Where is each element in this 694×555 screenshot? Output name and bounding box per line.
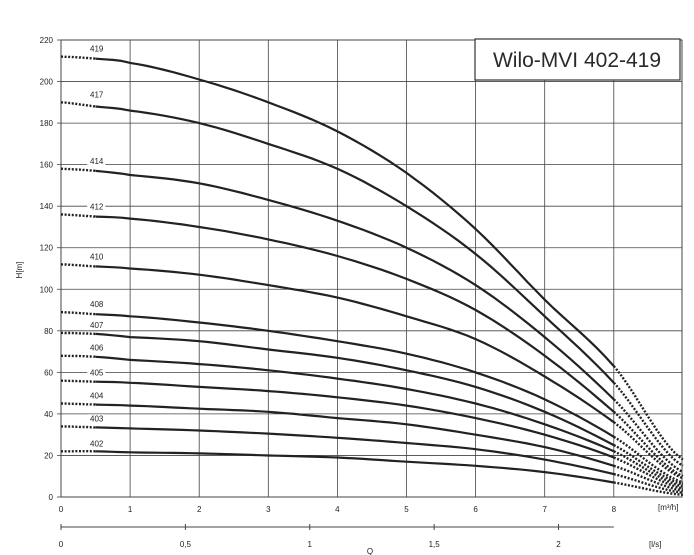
y-tick-label: 20: [44, 451, 53, 460]
series-419-dotted-end: [612, 365, 684, 461]
chart-title: Wilo-MVI 402-419: [493, 49, 661, 72]
series-404-dotted-start: [61, 402, 96, 406]
series-414-dotted-end: [612, 398, 684, 474]
series-417-line: [95, 105, 615, 384]
y-tick-label: 180: [40, 119, 54, 128]
x-tick-label: 0: [59, 505, 64, 514]
label-layer: 0 1 2 3 4 5 6 7 80204060801001201401601802002200…: [40, 36, 617, 549]
series-label-bg: [87, 391, 106, 401]
y-axis-label: H[m]: [15, 262, 24, 279]
x-tick-label: 4: [335, 505, 340, 514]
series-414-line: [95, 169, 615, 401]
x2-tick-label: 2: [556, 540, 561, 549]
series-408-dotted-start: [61, 310, 96, 316]
series-404-line: [95, 403, 615, 467]
series-412-dotted-start: [61, 213, 96, 218]
series-label-406: 406: [90, 344, 104, 353]
y-tick-label: 120: [40, 244, 54, 253]
series-406-line: [95, 355, 615, 453]
y-tick-label: 40: [44, 410, 53, 419]
x2-tick-label: 1: [308, 540, 313, 549]
y-tick-label: 220: [40, 36, 54, 45]
x2-tick-label: 1,5: [429, 540, 441, 549]
series-label-407: 407: [90, 321, 104, 330]
series-406-dotted-end: [613, 450, 684, 488]
series-label-bg: [87, 368, 106, 378]
series-407-dotted-end: [613, 444, 684, 486]
series-402-dotted-end: [613, 481, 683, 497]
x-tick-label: 8: [612, 505, 617, 514]
series-label-408: 408: [90, 300, 104, 309]
x2-tick-label: 0: [59, 540, 64, 549]
x-axis-unit-label: [m³/h]: [658, 503, 678, 512]
series-412-line: [95, 215, 615, 413]
series-label-bg: [87, 44, 106, 54]
series-410-line: [95, 265, 615, 424]
series-label-bg: [87, 439, 106, 449]
y-tick-label: 0: [49, 493, 54, 502]
series-402-line: [95, 450, 614, 484]
series-label-404: 404: [90, 392, 104, 401]
series-404-dotted-end: [613, 464, 684, 492]
series-407-line: [95, 332, 615, 447]
y-tick-label: 140: [40, 202, 54, 211]
x-tick-label: 5: [404, 505, 409, 514]
series-405-line: [95, 380, 615, 459]
series-417-dotted-end: [612, 381, 684, 467]
series-408-dotted-end: [613, 435, 684, 484]
series-419-dotted-start: [61, 55, 96, 60]
y-tick-label: 80: [44, 327, 53, 336]
plot-frame: [60, 39, 683, 498]
x2-axis-unit-label: [l/s]: [649, 540, 661, 549]
series-label-412: 412: [90, 202, 104, 211]
series-label-414: 414: [90, 157, 104, 166]
series-405-dotted-end: [613, 456, 684, 490]
series-label-417: 417: [90, 90, 104, 99]
series-label-bg: [87, 156, 106, 166]
series-label-bg: [87, 320, 106, 330]
y-tick-label: 160: [40, 161, 54, 170]
series-label-bg: [87, 414, 106, 424]
series-414-dotted-start: [61, 167, 96, 173]
series-label-402: 402: [90, 439, 104, 448]
series-label-405: 405: [90, 369, 104, 378]
x-tick-label: 3: [266, 505, 271, 514]
curve-layer: [60, 55, 684, 497]
series-label-bg: [87, 90, 106, 100]
x-tick-label: 1: [128, 505, 133, 514]
series-403-dotted-start: [61, 425, 96, 429]
y-tick-label: 60: [44, 368, 53, 377]
series-label-419: 419: [90, 45, 104, 54]
series-label-bg: [87, 252, 106, 262]
series-label-bg: [87, 202, 106, 212]
series-412-dotted-end: [613, 410, 684, 478]
x-tick-label: 6: [473, 505, 478, 514]
series-label-bg: [87, 300, 106, 310]
y-tick-label: 100: [40, 285, 54, 294]
series-419-line: [95, 57, 615, 367]
x2-tick-label: 0,5: [180, 540, 192, 549]
x2-axis-title: Q: [367, 547, 373, 555]
series-label-403: 403: [90, 414, 104, 423]
x-tick-label: 2: [197, 505, 202, 514]
series-403-line: [95, 426, 615, 476]
series-406-dotted-start: [60, 354, 96, 358]
series-410-dotted-end: [613, 421, 684, 480]
x-tick-label: 7: [542, 505, 547, 514]
series-label-410: 410: [90, 252, 104, 261]
series-407-dotted-start: [61, 331, 96, 336]
series-410-dotted-start: [60, 263, 96, 268]
series-417-dotted-start: [60, 101, 96, 108]
series-label-bg: [87, 343, 106, 353]
series-408-line: [95, 313, 615, 438]
title-box: [474, 38, 681, 81]
series-405-dotted-start: [61, 379, 96, 383]
series-403-dotted-end: [613, 472, 683, 494]
y-tick-label: 200: [40, 78, 54, 87]
